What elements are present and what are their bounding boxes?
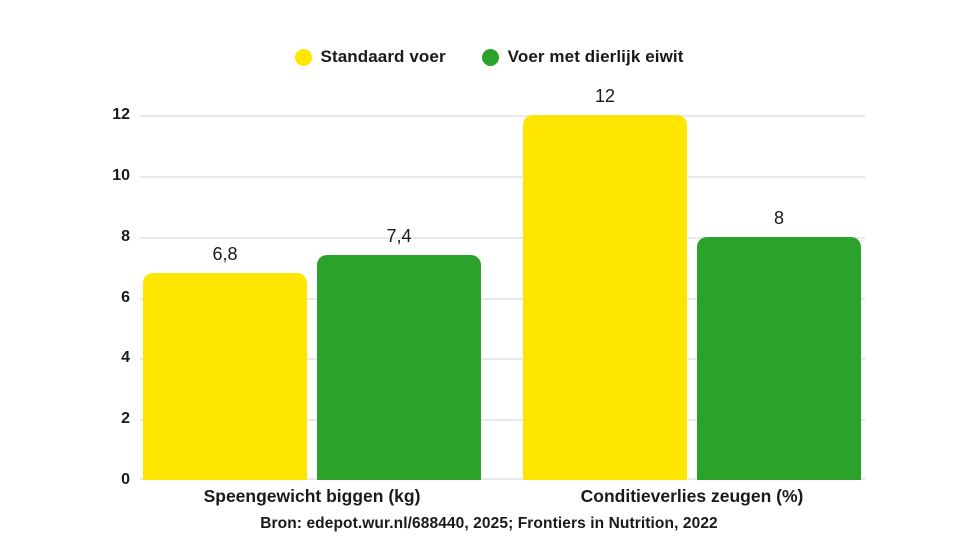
y-tick-label-12: 12 [112, 106, 130, 123]
source-note: Bron: edepot.wur.nl/688440, 2025; Fronti… [260, 515, 718, 532]
gridline-y-8 [140, 236, 865, 239]
bar-value-label: 12 [594, 86, 616, 106]
legend-item-standaard-voer: Standaard voer [294, 47, 446, 67]
bar-voer-met-dierlijk-eiwit-2 [697, 236, 861, 480]
x-axis: Speengewicht biggen (kg) Conditieverlies … [140, 486, 865, 508]
legend-item-voer-met-dierlijk-eiwit: Voer met dierlijk eiwit [481, 47, 684, 67]
x-category-label-1: Speengewicht biggen (kg) [203, 486, 421, 506]
gridline-y-0 [140, 478, 865, 480]
plot-area: 6,8 7,4 12 8 [140, 86, 865, 480]
y-axis: 0 2 4 6 8 10 12 [0, 106, 130, 488]
gridline-y-10 [140, 175, 865, 178]
gridline-y-2 [140, 419, 865, 422]
y-tick-label-4: 4 [121, 349, 130, 367]
bar-value-label: 8 [773, 207, 784, 228]
y-tick-label-10: 10 [112, 166, 130, 184]
y-tick-label-6: 6 [121, 288, 130, 306]
bar-value-label: 6,8 [212, 244, 238, 265]
y-tick-label-2: 2 [121, 410, 130, 428]
bar-value-label: 7,4 [386, 225, 412, 246]
gridline-y-12 [140, 115, 865, 117]
bar-standaard-voer-1 [143, 273, 307, 480]
x-category-label-2: Conditieverlies zeugen (%) [580, 486, 804, 506]
bar-voer-met-dierlijk-eiwit-1 [317, 254, 481, 480]
legend-swatch-yellow-icon [294, 48, 312, 66]
gridline-y-6 [140, 297, 865, 300]
legend-label-voer-met-dierlijk-eiwit: Voer met dierlijk eiwit [507, 47, 684, 66]
legend-swatch-green-icon [481, 48, 499, 66]
gridline-y-4 [140, 358, 865, 361]
bar-standaard-voer-2 [523, 115, 687, 480]
y-tick-label-8: 8 [121, 227, 130, 245]
chart-legend: Standaard voer Voer met dierlijk eiwit [0, 44, 978, 70]
legend-label-standaard-voer: Standaard voer [320, 47, 446, 66]
y-tick-label-0: 0 [121, 471, 130, 488]
